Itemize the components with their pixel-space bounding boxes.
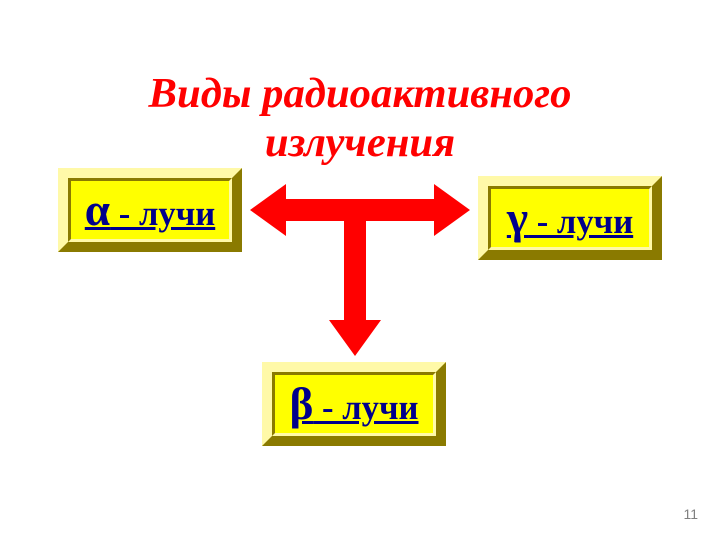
page-number: 11 — [683, 506, 698, 522]
beta-text: - лучи — [313, 389, 418, 427]
beta-box: β - лучи — [262, 362, 446, 446]
gamma-box: γ - лучи — [478, 176, 662, 260]
alpha-box-label: α - лучи — [85, 184, 215, 236]
slide-title-text: Виды радиоактивного излучения — [149, 70, 572, 166]
arrow-left — [250, 184, 355, 236]
beta-box-label: β - лучи — [289, 378, 418, 430]
arrow-down — [329, 199, 381, 356]
slide-title: Виды радиоактивного излучения — [0, 20, 720, 167]
alpha-text: - лучи — [110, 195, 215, 233]
gamma-text: - лучи — [528, 203, 633, 241]
arrow-right — [355, 184, 470, 236]
beta-greek: β — [289, 379, 313, 429]
gamma-box-label: γ - лучи — [507, 192, 633, 244]
alpha-greek: α — [85, 185, 110, 235]
alpha-box: α - лучи — [58, 168, 242, 252]
gamma-greek: γ — [507, 193, 528, 243]
